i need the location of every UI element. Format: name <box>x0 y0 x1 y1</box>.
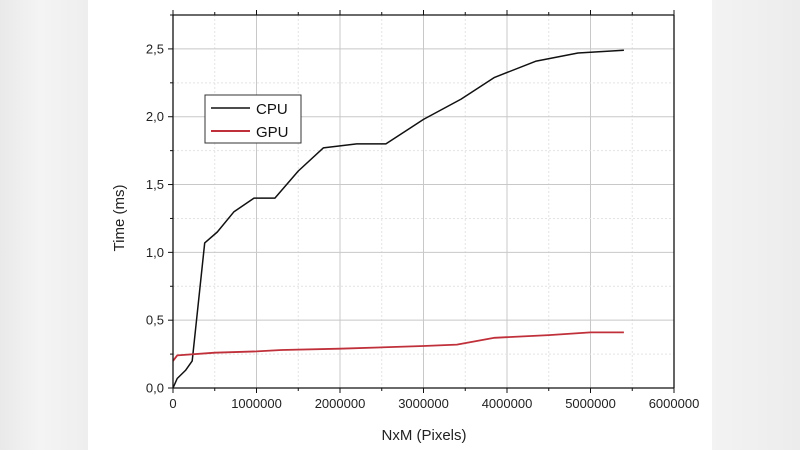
legend: CPU GPU <box>204 94 302 144</box>
x-tick-label: 6000000 <box>649 396 700 411</box>
series-lines <box>172 49 624 389</box>
x-tick-label: 3000000 <box>398 396 449 411</box>
series-gpu-line <box>172 331 624 362</box>
x-tick-label: 0 <box>169 396 176 411</box>
x-tick-label: 5000000 <box>565 396 616 411</box>
x-tick-label: 4000000 <box>482 396 533 411</box>
axis-ticks <box>168 10 675 393</box>
y-axis-title: Time (ms) <box>111 185 128 252</box>
y-tick-label: 1,0 <box>146 245 164 260</box>
legend-box <box>204 94 302 144</box>
x-tick-labels: 0 1000000 2000000 3000000 4000000 5000000 6000… <box>169 396 699 411</box>
y-tick-label: 2,0 <box>146 109 164 124</box>
x-tick-label: 2000000 <box>315 396 366 411</box>
chart-card <box>88 0 712 450</box>
y-tick-label: 2,5 <box>146 41 164 56</box>
y-tick-label: 0,0 <box>146 381 164 396</box>
legend-gpu-label: GPU <box>256 124 289 141</box>
y-tick-label: 1,5 <box>146 177 164 192</box>
y-tick-label: 0,5 <box>146 313 164 328</box>
series-cpu-line <box>172 49 624 389</box>
y-tick-labels: 0,0 0,5 1,0 1,5 2,0 2,5 <box>146 41 164 395</box>
legend-cpu-label: CPU <box>256 101 288 118</box>
x-axis-title: NxM (Pixels) <box>382 427 467 444</box>
x-tick-label: 1000000 <box>231 396 282 411</box>
